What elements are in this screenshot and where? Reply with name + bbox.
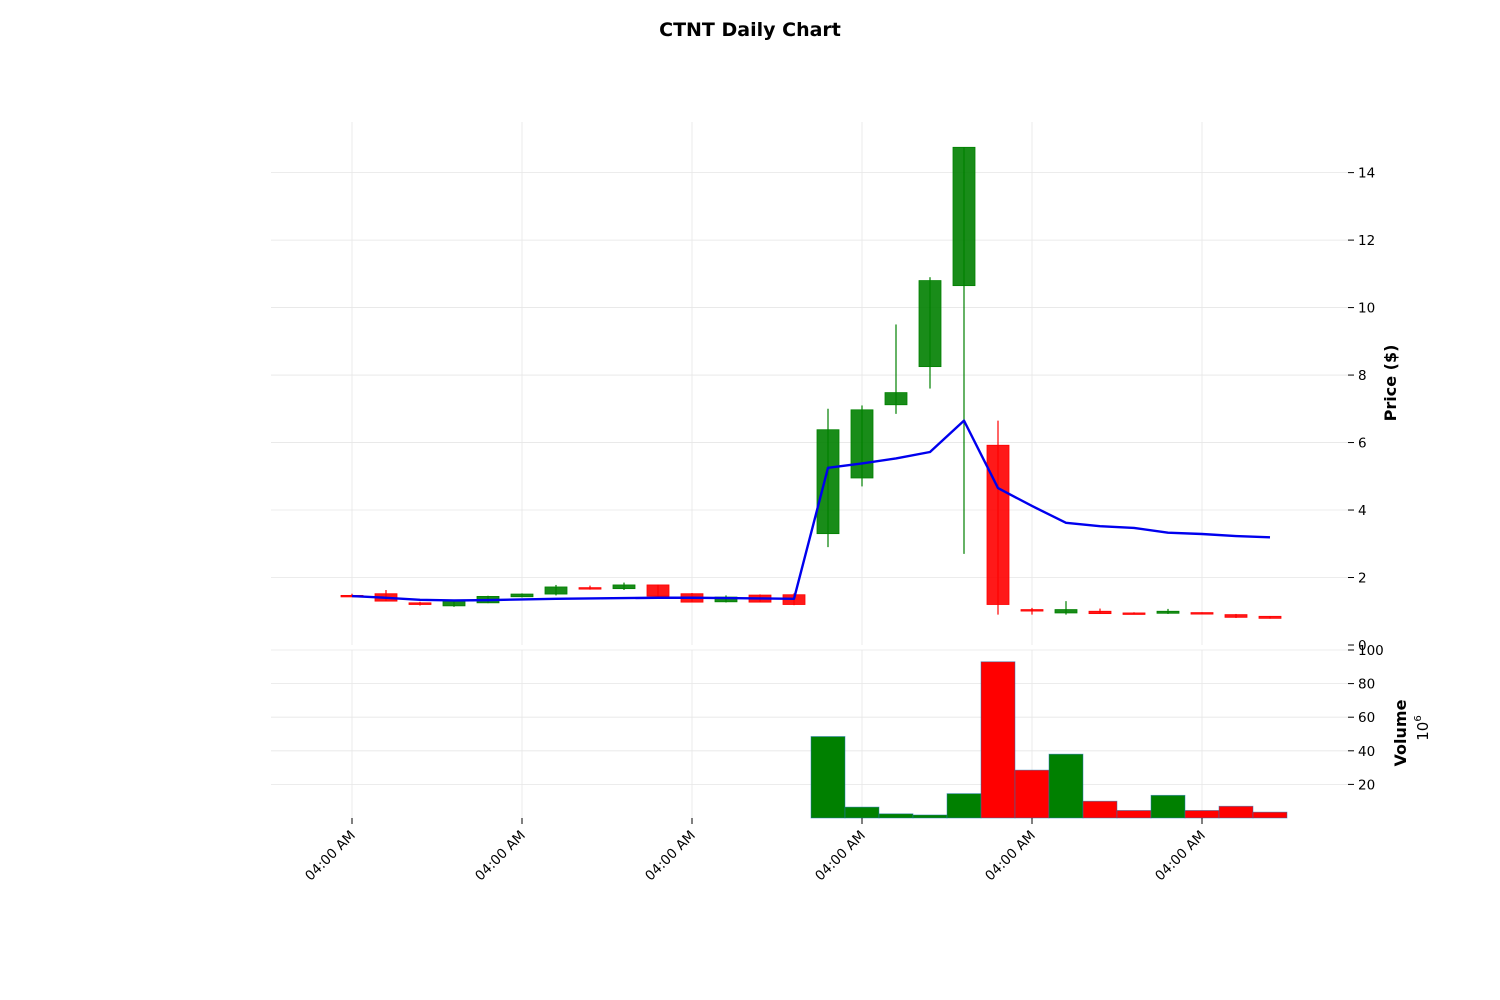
candle-up bbox=[1156, 608, 1180, 614]
candle-body bbox=[578, 587, 602, 590]
candle-down bbox=[646, 584, 670, 597]
volume-tick-label: 100 bbox=[1358, 643, 1384, 659]
volume-scale-label: 106 bbox=[1413, 715, 1432, 740]
candle-down bbox=[408, 601, 432, 606]
price-axis-label: Price ($) bbox=[1381, 345, 1400, 422]
volume-bar bbox=[1218, 805, 1254, 819]
candle-down bbox=[1088, 608, 1112, 615]
candle-body bbox=[884, 392, 908, 406]
candle-down bbox=[986, 420, 1010, 615]
volume-axis-label: Volume bbox=[1391, 699, 1410, 766]
volume-bar bbox=[1116, 810, 1152, 819]
candle-up bbox=[884, 324, 908, 414]
x-tick-label: 04:00 AM bbox=[812, 828, 869, 885]
candle-body bbox=[816, 429, 840, 535]
candle-body bbox=[1258, 615, 1282, 619]
volume-tick-label: 20 bbox=[1358, 777, 1375, 793]
candle-body bbox=[612, 584, 636, 590]
candle-up bbox=[510, 593, 534, 598]
volume-bar bbox=[1184, 810, 1220, 819]
candle-up bbox=[1054, 601, 1078, 615]
candle-down bbox=[1258, 615, 1282, 619]
price-candles bbox=[340, 146, 1282, 619]
price-tick-label: 2 bbox=[1358, 571, 1367, 587]
price-tick-label: 8 bbox=[1358, 368, 1367, 384]
chart-title: CTNT Daily Chart bbox=[659, 19, 841, 41]
x-tick-label: 04:00 AM bbox=[472, 828, 529, 885]
candle-body bbox=[1088, 610, 1112, 615]
candle-body bbox=[918, 280, 942, 368]
x-tick-label: 04:00 AM bbox=[642, 828, 699, 885]
candle-down bbox=[578, 585, 602, 590]
volume-bar bbox=[1048, 753, 1084, 819]
candle-up bbox=[816, 408, 840, 548]
candle-body bbox=[1020, 609, 1044, 612]
volume-panel-grid bbox=[271, 649, 1348, 818]
candle-down bbox=[1224, 613, 1248, 619]
volume-bar bbox=[1082, 800, 1118, 819]
candle-body bbox=[646, 584, 670, 597]
price-tick-label: 12 bbox=[1358, 233, 1375, 249]
price-axis: 0 2 4 6 8 10 12 14 bbox=[1348, 166, 1375, 654]
volume-tick-label: 40 bbox=[1358, 744, 1375, 760]
candle-body bbox=[952, 146, 976, 287]
x-tick-label: 04:00 AM bbox=[302, 828, 359, 885]
candle-up bbox=[918, 277, 942, 389]
price-tick-label: 0 bbox=[1358, 638, 1367, 654]
candle-down bbox=[1190, 612, 1214, 615]
price-tick-label: 4 bbox=[1358, 503, 1367, 519]
price-panel-grid bbox=[271, 122, 1348, 645]
x-axis: 04:00 AM 04:00 AM 04:00 AM 04:00 AM 04:00 AM… bbox=[302, 818, 1209, 884]
candle-body bbox=[510, 593, 534, 598]
moving-average-layer bbox=[351, 419, 1271, 602]
candle-body bbox=[544, 586, 568, 595]
candle-down bbox=[1020, 607, 1044, 615]
candle-down bbox=[1122, 612, 1146, 615]
candle-body bbox=[1224, 614, 1248, 618]
candle-body bbox=[1156, 610, 1180, 614]
candle-up bbox=[612, 582, 636, 591]
candle-up bbox=[952, 146, 976, 554]
candle-body bbox=[1054, 609, 1078, 614]
candle-body bbox=[986, 444, 1010, 605]
x-tick-label: 04:00 AM bbox=[1152, 828, 1209, 885]
price-tick-label: 6 bbox=[1358, 436, 1367, 452]
volume-bar bbox=[878, 813, 914, 819]
volume-axis: 20 40 60 80 100 bbox=[1348, 643, 1384, 793]
candle-body bbox=[1122, 612, 1146, 615]
moving-average-line bbox=[351, 419, 1271, 602]
volume-bar bbox=[1252, 811, 1288, 819]
volume-bar bbox=[1150, 794, 1186, 819]
volume-bar bbox=[980, 661, 1016, 819]
candle-body bbox=[1190, 612, 1214, 615]
volume-tick-label: 80 bbox=[1358, 677, 1375, 693]
price-tick-label: 10 bbox=[1358, 301, 1375, 317]
volume-scale-base: 10 bbox=[1414, 722, 1432, 741]
volume-bars bbox=[810, 661, 1288, 819]
candle-body bbox=[850, 409, 874, 479]
x-tick-label: 04:00 AM bbox=[982, 828, 1039, 885]
price-tick-label: 14 bbox=[1358, 166, 1375, 182]
candle-body bbox=[408, 602, 432, 605]
volume-bar bbox=[912, 814, 948, 819]
volume-scale-exponent: 6 bbox=[1413, 715, 1424, 721]
candle-up bbox=[850, 405, 874, 487]
volume-bar bbox=[810, 736, 846, 819]
candle-up bbox=[544, 584, 568, 596]
candle-down bbox=[374, 590, 398, 602]
volume-bar bbox=[844, 806, 880, 819]
volume-bar bbox=[946, 793, 982, 819]
volume-bar bbox=[1014, 769, 1050, 819]
volume-tick-label: 60 bbox=[1358, 710, 1375, 726]
